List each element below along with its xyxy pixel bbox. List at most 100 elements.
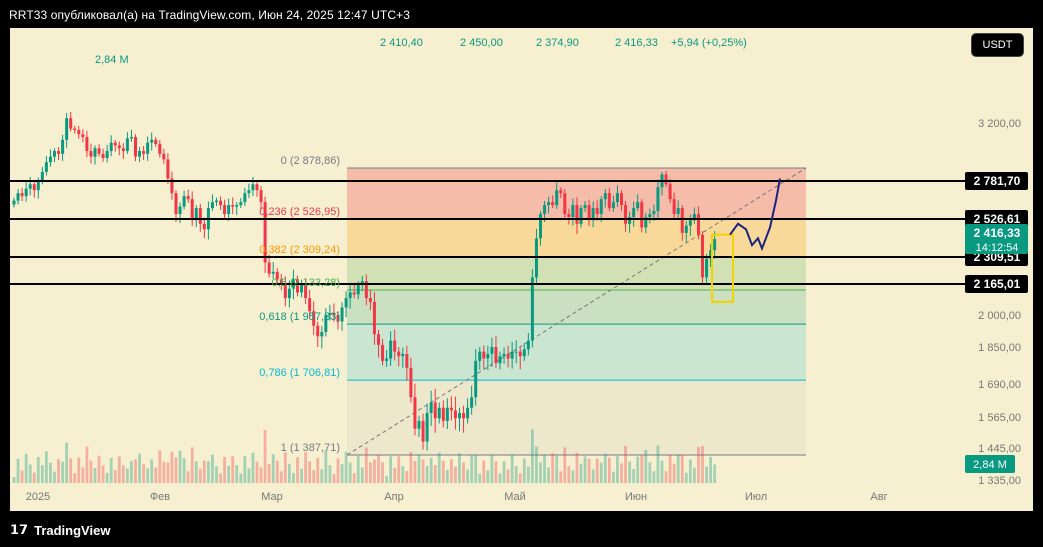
volume-bar xyxy=(194,461,198,483)
candle-body xyxy=(595,208,599,215)
candle-body xyxy=(510,351,514,359)
projection-path xyxy=(729,178,781,252)
candle-body xyxy=(186,196,190,200)
candle-body xyxy=(174,193,178,215)
candle-body xyxy=(397,351,401,357)
volume-bar xyxy=(117,456,121,483)
candle-body xyxy=(611,202,615,209)
candle-body xyxy=(368,298,372,302)
candle-body xyxy=(105,151,109,159)
volume-bar xyxy=(701,446,704,483)
candle-body xyxy=(312,311,316,326)
volume-bar xyxy=(219,473,222,483)
candle-body xyxy=(696,214,700,235)
candle-body xyxy=(429,402,433,414)
candle-body xyxy=(470,397,474,408)
volume-bar xyxy=(348,462,352,483)
candle-body xyxy=(267,262,271,274)
candle-body xyxy=(640,202,644,228)
footer-bar: 𝟭𝟳 TradingView xyxy=(0,511,1043,547)
candle-body xyxy=(709,250,713,259)
volume-bar xyxy=(579,463,583,483)
candle-body xyxy=(263,202,267,263)
candle-body xyxy=(632,208,636,218)
volume-bar xyxy=(628,461,631,483)
candle-body xyxy=(453,410,457,419)
chart-area[interactable]: 0 (2 878,86) 0,236 (2 526,95) 0,382 (2 309… xyxy=(10,28,1033,511)
volume-bar xyxy=(656,445,660,483)
horizontal-levels[interactable] xyxy=(10,180,965,285)
candle-body xyxy=(624,205,628,224)
price-chart[interactable]: 0 (2 878,86) 0,236 (2 526,95) 0,382 (2 309… xyxy=(10,28,1033,511)
candlesticks xyxy=(12,111,717,451)
candle-body xyxy=(44,162,48,172)
candle-body xyxy=(462,413,466,419)
candle-body xyxy=(239,202,243,206)
candle-body xyxy=(170,178,174,194)
volume-bar xyxy=(255,461,259,483)
volume-bar xyxy=(101,465,105,483)
candle-body xyxy=(656,187,660,212)
volume-bar xyxy=(421,459,425,483)
volume-bar xyxy=(360,467,364,483)
candle-body xyxy=(97,148,101,154)
candle-body xyxy=(231,205,235,207)
candle-body xyxy=(474,360,478,398)
candle-body xyxy=(591,208,595,221)
volume-bar xyxy=(652,471,656,483)
volume-bar xyxy=(304,452,307,483)
volume-bar xyxy=(498,473,502,483)
candle-body xyxy=(425,413,429,442)
candle-body xyxy=(526,340,530,350)
x-tick-label: Июл xyxy=(745,491,767,503)
candle-body xyxy=(223,205,227,215)
candle-body xyxy=(518,351,522,357)
x-tick-label: Фев xyxy=(150,491,170,503)
volume-bar xyxy=(65,442,69,483)
currency-button[interactable]: USDT xyxy=(971,33,1024,57)
candle-body xyxy=(348,292,352,299)
volume-bar xyxy=(494,461,498,483)
candle-body xyxy=(680,208,684,233)
candle-body xyxy=(579,208,583,224)
candle-body xyxy=(676,208,680,215)
candle-body xyxy=(158,144,162,154)
volume-bar xyxy=(644,450,648,483)
volume-bar xyxy=(138,453,141,483)
candle-body xyxy=(336,315,340,322)
volume-bar xyxy=(672,463,676,483)
volume-bar xyxy=(288,463,291,483)
candle-body xyxy=(81,134,85,138)
candle-body xyxy=(688,220,692,226)
candle-body xyxy=(486,353,490,359)
volume-price-box xyxy=(965,455,1015,473)
volume-bar xyxy=(77,457,81,483)
candle-body xyxy=(138,151,142,157)
volume-bar xyxy=(705,466,708,483)
fib-label: 0 (2 878,86) xyxy=(281,155,340,167)
volume-bar xyxy=(620,463,623,483)
candle-body xyxy=(401,353,405,357)
candle-body xyxy=(48,156,52,163)
volume-bar xyxy=(89,460,93,483)
ohlc-close: 2 416,33 xyxy=(615,37,658,49)
volume-bar xyxy=(409,452,413,483)
volume-bar xyxy=(502,461,506,483)
volume-bar xyxy=(202,460,206,483)
drawings[interactable] xyxy=(711,178,781,303)
volume-bar xyxy=(559,471,563,483)
tradingview-logo[interactable]: 𝟭𝟳 TradingView xyxy=(10,522,110,538)
volume-bar xyxy=(688,459,692,483)
volume-bar xyxy=(53,471,56,483)
volume-bar xyxy=(632,469,636,483)
candle-body xyxy=(555,190,559,206)
volume-bar xyxy=(344,451,348,483)
volume-bar xyxy=(207,461,210,483)
candle-body xyxy=(571,205,575,218)
volume-bar xyxy=(121,465,125,483)
volume-bar xyxy=(134,459,137,483)
volume-bar xyxy=(518,473,522,483)
volume-bar xyxy=(364,447,368,483)
candle-body xyxy=(300,284,304,293)
candle-body xyxy=(304,284,308,299)
